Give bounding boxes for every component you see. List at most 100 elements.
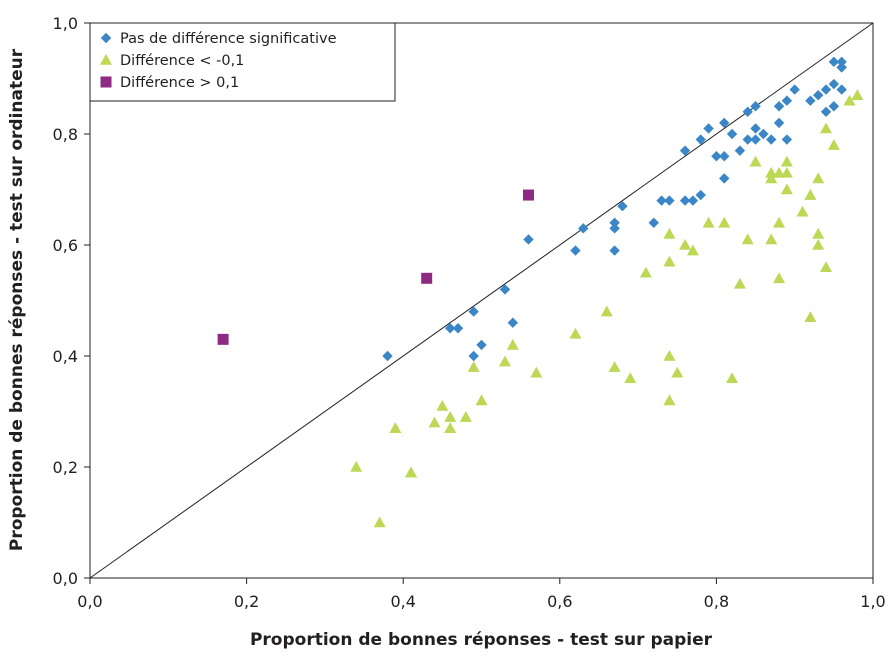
triangle-point <box>804 311 817 322</box>
triangle-point <box>820 261 833 272</box>
triangle-point <box>436 399 449 411</box>
legend-square-marker <box>100 76 112 88</box>
triangle-point <box>780 166 793 178</box>
diamond-point <box>836 84 847 95</box>
diamond-point <box>679 195 691 206</box>
triangle-point <box>749 155 762 167</box>
y-axis-ticks: 0,0 0,2 0,4 0,6 0,8 1,0 <box>53 14 90 588</box>
diamond-point <box>695 134 706 145</box>
triangle-point <box>765 172 778 184</box>
triangle-point <box>773 272 786 284</box>
triangle-point <box>726 372 739 383</box>
legend-label: Différence < -0,1 <box>120 53 244 69</box>
x-axis-title: Proportion de bonnes réponses - test sur… <box>250 630 713 650</box>
y-tick-label: 0,0 <box>53 569 78 588</box>
diamond-point <box>452 323 464 334</box>
diamond-point <box>687 195 699 206</box>
y-tick-label: 0,2 <box>53 458 78 477</box>
diamond-point <box>750 101 761 112</box>
diamond-point <box>766 134 777 145</box>
diamond-point <box>742 106 753 117</box>
diamond-point <box>476 339 487 351</box>
triangle-point <box>773 216 786 228</box>
diamond-point <box>523 234 534 245</box>
diamond-point <box>773 101 785 112</box>
triangle-point <box>467 361 480 372</box>
triangle-point <box>827 139 840 150</box>
triangle-point <box>389 422 402 433</box>
square-point <box>217 333 229 345</box>
triangle-point <box>608 361 621 372</box>
diamond-point <box>828 56 840 68</box>
triangle-point <box>686 244 699 256</box>
plot-area <box>89 22 874 579</box>
legend-label: Différence > 0,1 <box>120 75 239 91</box>
diamond-point <box>820 84 832 95</box>
x-tick-label: 0,4 <box>390 592 415 611</box>
diamond-point <box>828 78 840 90</box>
diamond-point <box>609 245 620 256</box>
diamond-point <box>750 123 761 134</box>
diamond-point <box>578 223 589 234</box>
diamond-point <box>742 134 753 145</box>
y-tick-label: 0,6 <box>53 236 78 255</box>
diamond-point <box>679 145 691 156</box>
triangle-point <box>475 394 488 406</box>
diamond-point <box>719 117 730 129</box>
triangle-point <box>428 416 441 428</box>
legend-diamond-marker <box>100 32 112 44</box>
triangle-point <box>663 350 676 361</box>
y-axis-title: Proportion de bonnes réponses - test sur… <box>7 48 27 551</box>
reference-line-y-equals-x <box>89 22 874 579</box>
triangle-point <box>765 233 778 245</box>
x-tick-label: 0,6 <box>547 592 572 611</box>
triangle-point <box>679 239 692 250</box>
diamond-point <box>711 151 722 162</box>
diamond-point <box>828 101 840 112</box>
x-tick-label: 0,8 <box>704 592 729 611</box>
triangle-point <box>600 305 613 317</box>
triangle-point <box>780 183 793 195</box>
triangle-point <box>718 216 731 228</box>
diamond-point <box>812 89 824 101</box>
diamond-point <box>789 84 800 95</box>
triangle-point <box>459 411 472 422</box>
triangle-point <box>663 255 676 267</box>
diamond-point <box>468 306 479 317</box>
diamond-point <box>617 200 628 212</box>
triangle-point <box>663 394 676 406</box>
triangle-point <box>405 466 418 478</box>
diamond-point <box>719 151 730 162</box>
diamond-point <box>750 134 761 145</box>
diamond-point <box>781 134 793 145</box>
diamond-point <box>734 145 746 156</box>
triangle-point <box>851 89 864 100</box>
x-tick-label: 1,0 <box>860 592 885 611</box>
diamond-point <box>444 323 456 334</box>
diamond-point <box>703 123 714 134</box>
diamond-point <box>664 195 675 206</box>
x-axis-ticks: 0,0 0,2 0,4 0,6 0,8 1,0 <box>77 578 886 611</box>
triangle-point <box>444 422 457 433</box>
diamond-point <box>719 173 730 184</box>
square-point <box>522 189 534 201</box>
triangle-point <box>820 122 833 134</box>
diamond-point <box>836 56 847 68</box>
triangle-point <box>569 327 582 339</box>
diamond-point <box>609 217 620 228</box>
y-tick-label: 0,4 <box>53 347 78 366</box>
triangle-point <box>780 155 793 167</box>
triangle-point <box>843 94 856 106</box>
legend: Pas de différence significative Différenc… <box>89 22 396 102</box>
diamond-point <box>507 317 519 328</box>
y-tick-label: 0,8 <box>53 125 78 144</box>
diamond-point <box>773 117 785 129</box>
triangle-point <box>624 372 637 383</box>
triangle-point <box>506 338 519 350</box>
diamond-point <box>570 245 581 256</box>
diamond-point <box>609 223 620 234</box>
triangle-point <box>733 277 746 289</box>
legend-triangle-marker <box>100 54 112 65</box>
square-point <box>421 272 433 284</box>
